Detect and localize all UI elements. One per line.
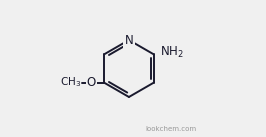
Text: lookchem.com: lookchem.com [146, 126, 197, 132]
Text: O: O [87, 76, 96, 89]
Text: N: N [124, 34, 133, 47]
Text: NH$_2$: NH$_2$ [160, 45, 184, 60]
Text: CH$_3$: CH$_3$ [60, 75, 81, 89]
